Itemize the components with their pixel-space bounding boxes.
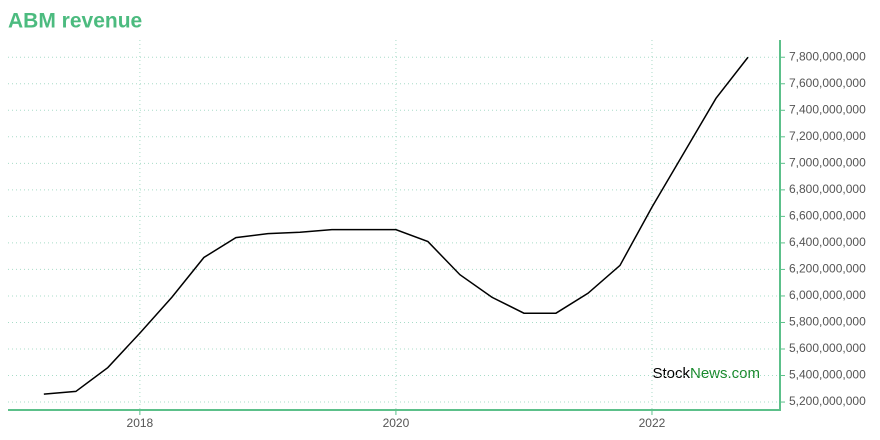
chart-title: ABM revenue bbox=[8, 10, 142, 33]
watermark: StockNews.com bbox=[652, 365, 760, 382]
y-tick-label: 7,800,000,000 bbox=[789, 49, 866, 63]
y-tick-label: 7,200,000,000 bbox=[789, 129, 866, 143]
line-series bbox=[43, 56, 749, 395]
y-tick-label: 5,400,000,000 bbox=[789, 368, 866, 382]
watermark-prefix: Stock bbox=[652, 365, 690, 382]
y-tick-label: 6,800,000,000 bbox=[789, 182, 866, 196]
grid bbox=[8, 40, 780, 410]
x-tick-label: 2020 bbox=[383, 416, 410, 430]
y-tick-label: 5,200,000,000 bbox=[789, 394, 866, 408]
y-tick-label: 7,000,000,000 bbox=[789, 156, 866, 170]
x-tick-label: 2018 bbox=[127, 416, 154, 430]
x-tick-label: 2022 bbox=[639, 416, 666, 430]
y-tick-label: 6,200,000,000 bbox=[789, 262, 866, 276]
y-tick-label: 6,600,000,000 bbox=[789, 209, 866, 223]
y-tick-label: 7,400,000,000 bbox=[789, 102, 866, 116]
y-tick-label: 5,600,000,000 bbox=[789, 341, 866, 355]
watermark-suffix: News.com bbox=[690, 365, 760, 382]
y-tick-label: 5,800,000,000 bbox=[789, 315, 866, 329]
y-tick-label: 6,400,000,000 bbox=[789, 235, 866, 249]
y-tick-label: 7,600,000,000 bbox=[789, 76, 866, 90]
y-tick-label: 6,000,000,000 bbox=[789, 288, 866, 302]
